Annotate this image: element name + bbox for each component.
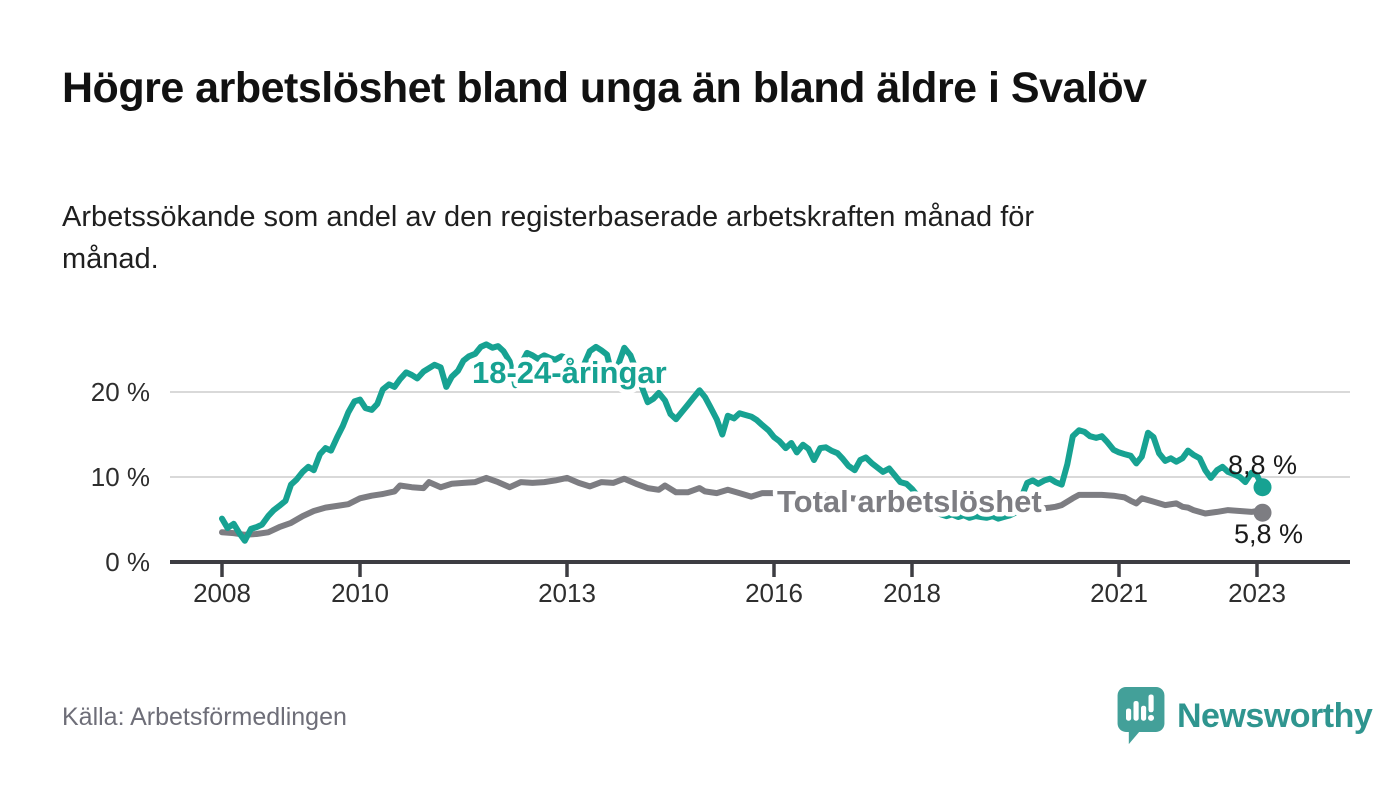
brand-name: Newsworthy [1177,696,1373,735]
bar-chart-speech-bubble-icon [1117,686,1165,745]
x-tick-label: 2013 [538,578,596,608]
y-tick-label: 20 % [91,377,150,407]
bar-1 [1126,708,1132,721]
end-dot-young [1253,478,1272,497]
end-value-label-young: 8,8 % [1228,450,1297,480]
y-tick-label: 10 % [91,462,150,492]
chart-subtitle: Arbetssökande som andel av den registerb… [62,201,1035,276]
x-tick-label: 2018 [883,578,941,608]
chart-title: Högre arbetslöshet bland unga än bland ä… [62,64,1147,112]
exclamation-bar [1148,694,1154,713]
series-label-young: 18-24-åringar [472,355,667,390]
brand-logo: Newsworthy [1115,686,1373,746]
series-line-total [219,474,1266,538]
source-note: Källa: Arbetsförmedlingen [62,703,347,731]
x-tick-label: 2008 [193,578,251,608]
x-tick-label: 2021 [1090,578,1148,608]
x-tick-label: 2016 [745,578,803,608]
series-line-young [219,341,1266,544]
exclamation-dot [1148,714,1155,721]
y-tick-label: 0 % [105,547,150,577]
end-dot-total [1253,503,1272,522]
x-tick-label: 2010 [331,578,389,608]
bar-3 [1141,705,1147,721]
series-label-total: Total arbetslöshet [777,484,1042,519]
x-tick-label: 2023 [1228,578,1286,608]
bar-2 [1133,701,1139,721]
end-value-label-total: 5,8 % [1234,519,1303,549]
